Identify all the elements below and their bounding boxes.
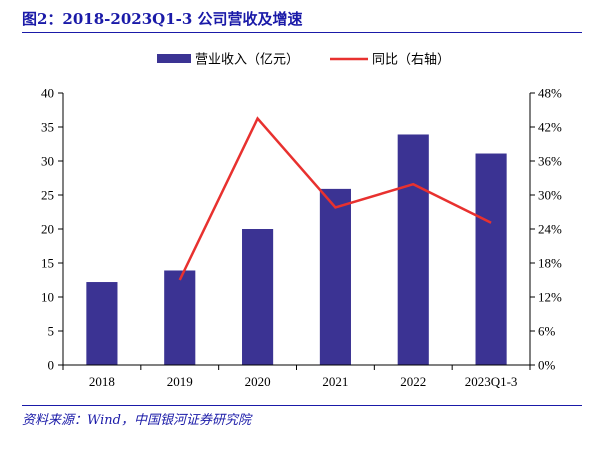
source-rule <box>22 405 582 406</box>
figure-title: 图2：2018-2023Q1-3 公司营收及增速 <box>22 10 303 28</box>
revenue-bar <box>475 153 507 365</box>
left-tick-label: 10 <box>41 290 54 305</box>
left-tick-label: 30 <box>41 154 54 169</box>
x-tick-label: 2023Q1-3 <box>465 374 518 389</box>
right-tick-label: 30% <box>538 188 562 203</box>
legend-growth-label: 同比（右轴） <box>372 53 450 68</box>
left-tick-label: 15 <box>41 256 54 271</box>
legend-revenue-label: 营业收入（亿元） <box>195 53 299 68</box>
right-tick-label: 12% <box>538 290 562 305</box>
legend-bar-swatch <box>157 54 191 63</box>
revenue-bar <box>164 270 196 365</box>
source-note: 资料来源：Wind，中国银河证券研究院 <box>22 413 251 428</box>
revenue-bar <box>397 134 429 365</box>
left-tick-label: 40 <box>41 86 54 101</box>
revenue-bar <box>319 188 351 365</box>
x-tick-label: 2021 <box>322 374 348 389</box>
x-tick-label: 2018 <box>89 374 115 389</box>
growth-line <box>178 116 492 281</box>
right-tick-label: 36% <box>538 154 562 169</box>
right-tick-label: 18% <box>538 256 562 271</box>
revenue-bar <box>86 282 118 365</box>
x-tick-label: 2022 <box>400 374 426 389</box>
right-tick-label: 42% <box>538 120 562 135</box>
left-tick-label: 0 <box>48 358 55 373</box>
right-tick-label: 6% <box>538 324 556 339</box>
left-tick-label: 20 <box>41 222 54 237</box>
right-tick-label: 0% <box>538 358 556 373</box>
left-tick-label: 35 <box>41 120 54 135</box>
right-tick-label: 24% <box>538 222 562 237</box>
x-tick-label: 2020 <box>245 374 271 389</box>
right-tick-label: 48% <box>538 86 562 101</box>
title-rule <box>22 32 582 33</box>
revenue-bar <box>242 229 274 365</box>
left-tick-label: 25 <box>41 188 54 203</box>
x-tick-label: 2019 <box>167 374 193 389</box>
chart: 0 0% 5 6% 10 12% 15 18% 20 24% 25 30% 30 36% 35 42% 40 48… <box>41 53 562 390</box>
left-tick-label: 5 <box>48 324 55 339</box>
